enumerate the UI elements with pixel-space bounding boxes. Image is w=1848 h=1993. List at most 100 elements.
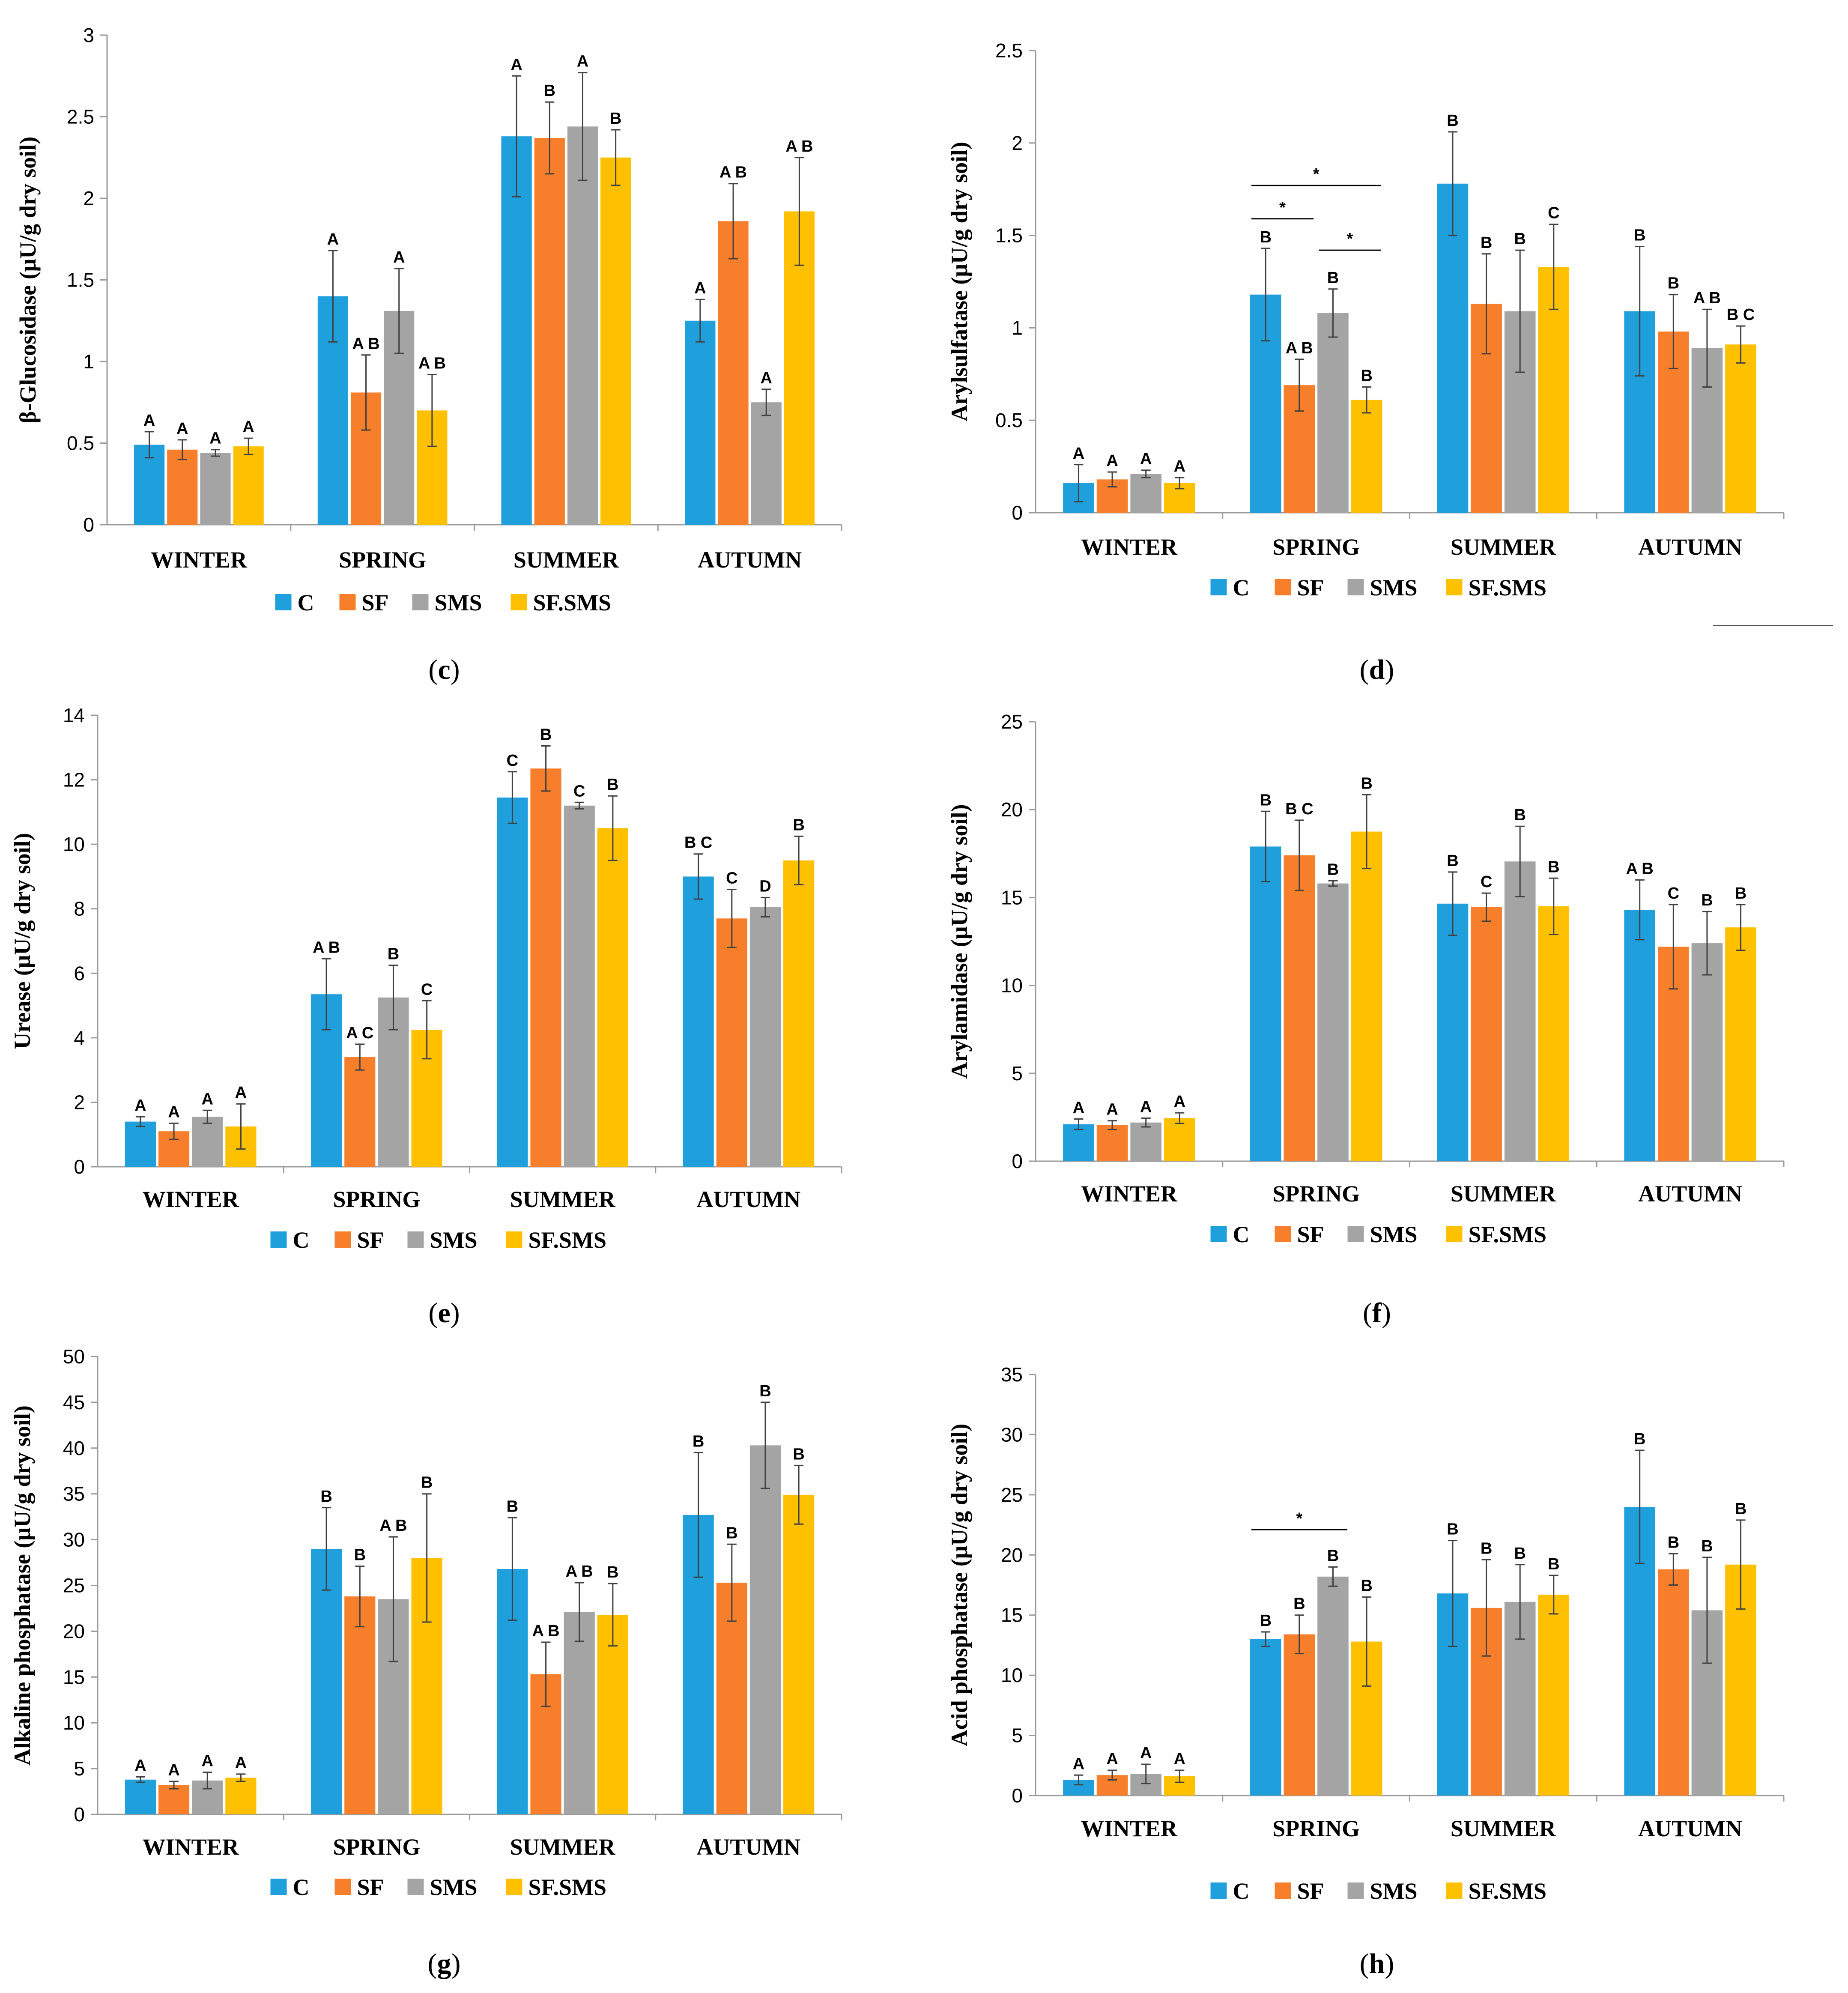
y-tick-label: 10 (63, 1712, 85, 1734)
y-tick-label: 35 (63, 1483, 85, 1505)
bar-sf-sms (597, 1614, 628, 1814)
bar-sf-sms (1725, 344, 1756, 513)
legend-label: SF.SMS (1469, 1222, 1547, 1247)
chart-d: 0 0.5 1 1.5 2 2.5 Arylsulfatase (μU/g dry soil… (946, 39, 1785, 601)
significance-label: B (793, 816, 804, 834)
y-tick-label: 20 (1001, 798, 1023, 821)
panel-f: 0 5 10 15 20 25 Arylamidase (μU/g dry soil) WIN… (946, 711, 1785, 1329)
bar-sf (158, 1785, 190, 1814)
y-tick-label: 15 (63, 1666, 85, 1688)
legend-swatch (1446, 1882, 1463, 1899)
legend-label: SMS (430, 1874, 478, 1900)
bar-sf-sms (1538, 1594, 1570, 1796)
legend-label: SF.SMS (533, 590, 612, 616)
bar-sf (530, 768, 561, 1167)
y-tick-label: 6 (74, 962, 85, 984)
significance-label: A B (1693, 289, 1721, 307)
caption-g: (g) (428, 1948, 461, 1979)
bar-sms (1317, 1576, 1349, 1796)
legend-swatch (511, 594, 527, 610)
legend-swatch (1446, 1226, 1463, 1242)
significance-label: B (1548, 858, 1559, 876)
y-tick-label: 50 (63, 1345, 85, 1368)
significance-label: A (201, 1090, 213, 1108)
legend-swatch (275, 594, 292, 610)
legend-label: C (293, 1874, 310, 1900)
significance-label: A (235, 1754, 247, 1772)
y-tick-label: 45 (63, 1391, 85, 1413)
significance-label: A (1106, 452, 1118, 470)
category-label: WINTER (143, 1834, 239, 1860)
significance-label: B (320, 1488, 332, 1506)
significance-label: A B (352, 335, 380, 353)
legend-swatch (506, 1231, 522, 1248)
bar-c (1437, 903, 1469, 1161)
significance-label: B (388, 945, 399, 963)
legend-swatch (1275, 579, 1291, 595)
y-tick-label: 0 (74, 1803, 85, 1826)
legend-label: SF.SMS (1469, 1878, 1547, 1904)
legend-swatch (412, 594, 429, 610)
legend-label: C (298, 590, 314, 616)
bar-sms (1504, 861, 1536, 1161)
bar-sf-sms (783, 860, 815, 1167)
significance-label: A (577, 53, 588, 71)
bar-c (683, 876, 714, 1167)
significance-label: B (1447, 1521, 1458, 1539)
category-label: WINTER (1081, 1816, 1178, 1841)
y-tick-label: 2 (83, 187, 94, 209)
y-axis-label: β-Glucosidase (μU/g dry soil) (15, 137, 41, 424)
bar-sf-sms (600, 157, 631, 525)
y-tick-label: 10 (63, 833, 85, 855)
chart-f: 0 5 10 15 20 25 Arylamidase (μU/g dry soil) WIN… (946, 711, 1785, 1247)
bar-sf (716, 918, 747, 1167)
significance-label: A (1106, 1101, 1118, 1119)
category-label: AUTUMN (1638, 1181, 1742, 1207)
y-axis-label: Arylamidase (μU/g dry soil) (946, 804, 972, 1079)
y-tick-label: 14 (63, 704, 85, 726)
y-axis-label: Urease (μU/g dry soil) (9, 833, 35, 1049)
legend-swatch (407, 1231, 424, 1248)
legend-swatch (270, 1879, 287, 1895)
significance-star: * (1279, 199, 1286, 217)
significance-label: A (327, 230, 339, 248)
significance-label: B (1327, 1547, 1339, 1565)
significance-label: A (143, 412, 155, 430)
significance-label: A (134, 1757, 146, 1775)
legend-label: SF (1297, 575, 1324, 601)
significance-label: B (1668, 1533, 1679, 1551)
significance-label: A (393, 248, 405, 266)
significance-label: B (1481, 1540, 1492, 1558)
y-tick-label: 5 (1012, 1062, 1023, 1085)
y-tick-label: 25 (63, 1575, 85, 1597)
significance-label: C (1481, 873, 1492, 891)
category-label: SUMMER (1451, 1816, 1556, 1841)
bar-sf (1096, 1125, 1128, 1161)
significance-label: C (573, 782, 585, 800)
significance-label: B (1634, 226, 1645, 244)
chart-h: 0 5 10 15 20 25 30 35 Acid phosphatase (μU/g dry… (946, 1363, 1785, 1904)
legend-swatch (1275, 1882, 1291, 1899)
bar-sf (167, 449, 198, 525)
significance-label: A (1073, 1099, 1084, 1117)
y-tick-label: 20 (1001, 1544, 1023, 1566)
bar-sms (751, 402, 782, 525)
significance-label: A (209, 430, 221, 448)
significance-label: A B (532, 1622, 560, 1640)
significance-label: A (694, 279, 706, 297)
category-label: AUTUMN (696, 1834, 800, 1860)
significance-label: B (607, 776, 618, 794)
significance-label: B C (684, 834, 712, 852)
significance-label: A B (1626, 860, 1654, 878)
significance-label: B (726, 1524, 737, 1542)
significance-label: B (1735, 884, 1746, 902)
bar-sms (1317, 883, 1349, 1161)
legend-swatch (1210, 1226, 1227, 1242)
significance-label: A B (313, 938, 340, 956)
significance-label: B (1701, 1537, 1713, 1555)
bar-c (311, 1548, 342, 1814)
bar-c (1063, 1124, 1094, 1161)
y-tick-label: 15 (1001, 886, 1023, 908)
significance-label: B (507, 1497, 518, 1515)
significance-label: B (1361, 1577, 1372, 1595)
